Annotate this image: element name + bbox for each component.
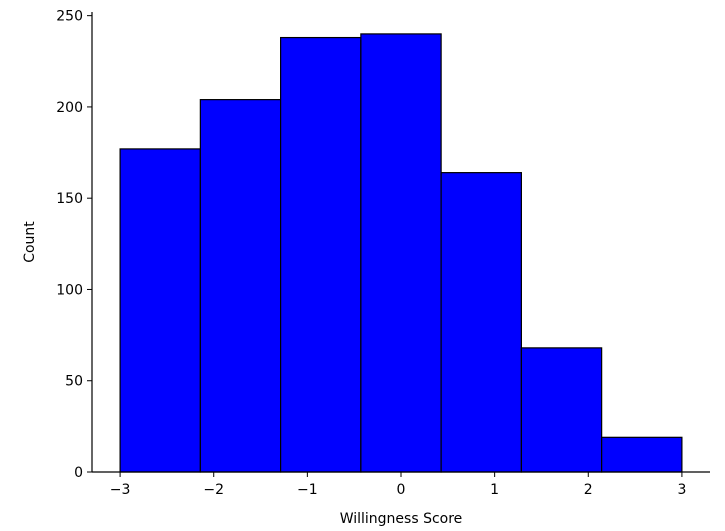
x-tick-label: 1 — [490, 482, 499, 498]
histogram-bar-3 — [360, 33, 442, 473]
y-tick-label: 100 — [56, 282, 83, 298]
x-tick-label: −1 — [297, 482, 318, 498]
x-tick-label: −3 — [110, 482, 131, 498]
histogram-bar-0 — [119, 148, 201, 473]
histogram-bar-6 — [601, 436, 683, 473]
histogram-bar-4 — [440, 172, 522, 473]
histogram-bar-2 — [280, 36, 362, 473]
x-tick-label: 3 — [677, 482, 686, 498]
y-tick-label: 150 — [56, 191, 83, 207]
y-tick-label: 250 — [56, 9, 83, 25]
x-tick-label: −2 — [203, 482, 224, 498]
y-axis-label: Count — [22, 221, 38, 263]
y-tick-label: 0 — [74, 465, 83, 481]
bars-group — [119, 33, 683, 473]
y-tick-label: 200 — [56, 100, 83, 116]
x-tick-label: 0 — [397, 482, 406, 498]
x-tick-label: 2 — [584, 482, 593, 498]
histogram-bar-1 — [199, 99, 282, 473]
y-tick-label: 50 — [65, 374, 83, 390]
histogram-bar-5 — [520, 347, 603, 473]
y-axis: 0 50 100 150 200 250 — [56, 9, 93, 481]
x-axis: −3 −2 −1 0 1 2 3 — [92, 471, 710, 498]
x-axis-label: Willingness Score — [340, 511, 463, 527]
